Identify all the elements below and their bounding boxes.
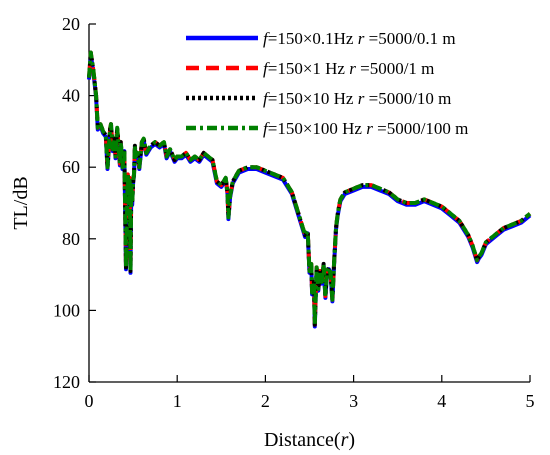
x-tick-label: 1 <box>173 391 182 411</box>
legend-label-var: f <box>263 89 270 108</box>
y-tick-label: 100 <box>53 300 80 320</box>
x-tick-label: 5 <box>526 391 535 411</box>
y-tick-label: 20 <box>62 14 80 34</box>
legend-label-text: =150×1 Hz <box>268 59 350 78</box>
legend-label-var: r <box>358 29 365 48</box>
x-tick-label: 4 <box>437 391 446 411</box>
legend-label-text: =150×100 Hz <box>268 119 367 138</box>
legend-label-text: =5000/1 m <box>356 59 435 78</box>
legend-label-var: r <box>349 59 356 78</box>
legend-label-text: =5000/0.1 m <box>364 29 455 48</box>
legend-label-var: r <box>366 119 373 138</box>
x-axis-label-close: ) <box>348 429 355 451</box>
x-tick-label: 2 <box>261 391 270 411</box>
y-tick-label: 80 <box>62 229 80 249</box>
legend-label-text: =5000/10 m <box>364 89 451 108</box>
legend-label-3: f=150×10 Hz r =5000/10 m <box>263 89 451 108</box>
y-tick-label: 40 <box>62 86 80 106</box>
x-tick-label: 3 <box>349 391 358 411</box>
legend-label-text: =150×0.1Hz <box>268 29 358 48</box>
x-axis-label-text: Distance( <box>264 429 341 451</box>
y-axis-label: TL/dB <box>10 176 32 229</box>
series-line-4 <box>87 50 532 327</box>
legend-label-4: f=150×100 Hz r =5000/100 m <box>263 119 468 138</box>
legend-label-var: f <box>263 29 270 48</box>
x-tick-label: 0 <box>85 391 94 411</box>
legend: f=150×0.1Hz r =5000/0.1 mf=150×1 Hz r =5… <box>186 29 468 138</box>
legend-label-1: f=150×0.1Hz r =5000/0.1 m <box>263 29 456 48</box>
legend-label-var: f <box>263 59 270 78</box>
legend-label-text: =150×10 Hz <box>268 89 358 108</box>
x-axis-label: Distance(r) <box>264 429 355 451</box>
y-tick-label: 120 <box>53 372 80 392</box>
legend-label-2: f=150×1 Hz r =5000/1 m <box>263 59 434 78</box>
plot-area <box>87 50 532 329</box>
x-axis-label-var: r <box>341 429 349 451</box>
legend-label-var: f <box>263 119 270 138</box>
legend-label-var: r <box>358 89 365 108</box>
legend-label-text: =5000/100 m <box>373 119 469 138</box>
y-tick-label: 60 <box>62 157 80 177</box>
